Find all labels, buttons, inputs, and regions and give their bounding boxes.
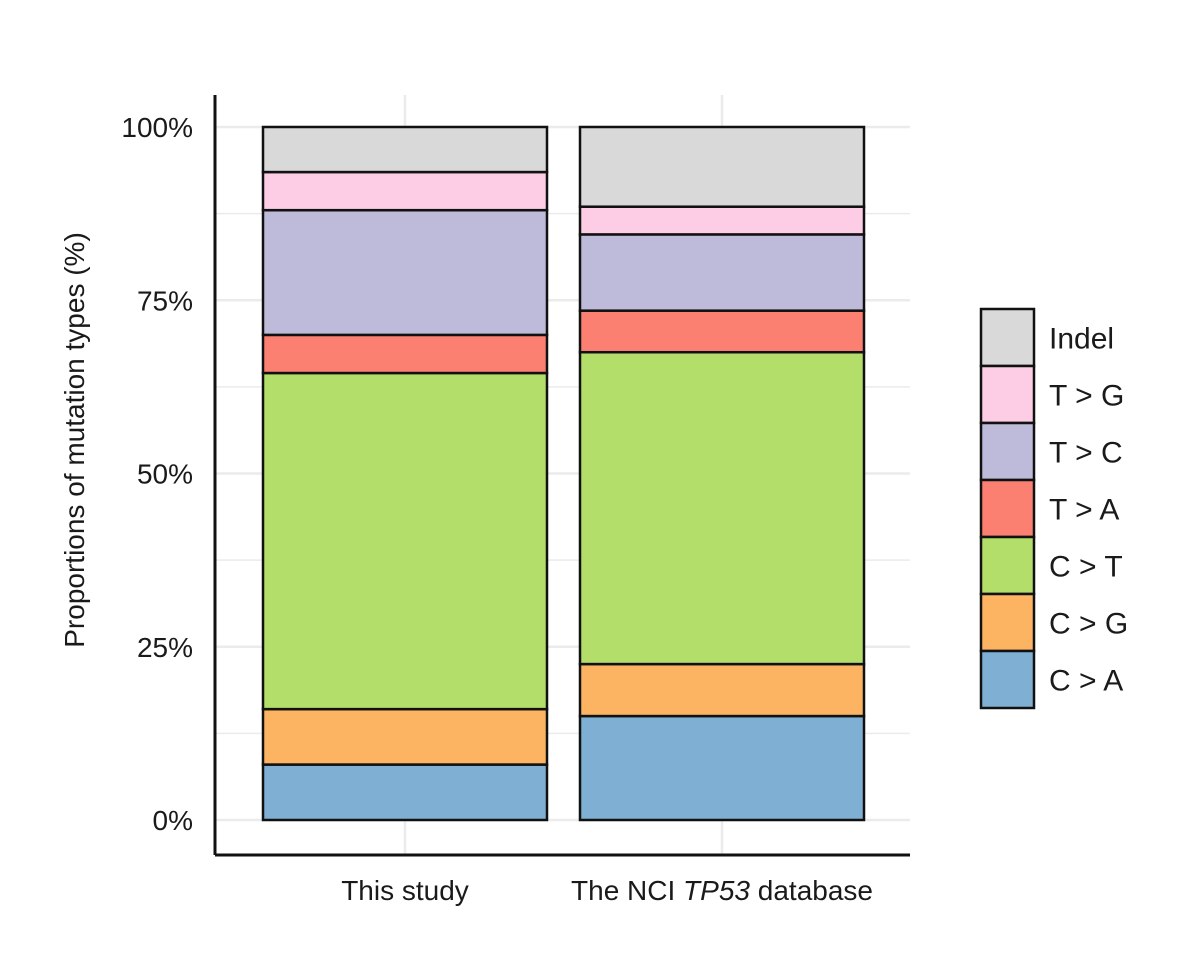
bar-segment-tg-0 (261, 170, 549, 212)
bar-segment-cg-0 (261, 707, 549, 766)
bar-segment-tg-1 (578, 205, 866, 236)
bar-segment-tc-1 (578, 233, 866, 312)
y-tick-labels: 0% 25% 50% 75% 100% (121, 112, 193, 836)
legend-label: C > A (1049, 665, 1123, 698)
legend-key (979, 364, 1036, 425)
y-tick-label: 100% (121, 112, 193, 143)
x-category-label: This study (341, 875, 469, 906)
legend-label: T > C (1049, 437, 1123, 470)
legend-key (979, 421, 1036, 482)
legend-key (979, 592, 1036, 653)
legend-label: C > T (1049, 551, 1123, 584)
legend-key (979, 649, 1036, 710)
legend-label: T > G (1049, 380, 1124, 413)
legend-label: Indel (1049, 323, 1114, 356)
x-category-label: The NCI TP53 database (571, 875, 873, 906)
bar-segment-tc-0 (261, 208, 549, 337)
bar-segment-indel-1 (578, 125, 866, 208)
axis-layer (213, 95, 910, 857)
bar-segment-ct-0 (261, 371, 549, 711)
bar-segment-ta-0 (261, 333, 549, 375)
legend-label: C > G (1049, 608, 1128, 641)
bar-segment-indel-0 (261, 125, 549, 174)
y-tick-label: 75% (137, 285, 193, 316)
bar-segment-ca-1 (578, 714, 866, 822)
x-category-labels: This study The NCI TP53 database (341, 875, 873, 906)
y-tick-label: 0% (153, 805, 193, 836)
legend-label: T > A (1049, 494, 1119, 527)
legend-key (979, 535, 1036, 596)
legend-key (979, 307, 1036, 368)
y-tick-label: 50% (137, 459, 193, 490)
bar-segment-ct-1 (578, 350, 866, 666)
legend: Indel T > G T > C T > A C > T C > G C > A (979, 307, 1128, 710)
bar-segment-ca-0 (261, 763, 549, 822)
bar-segment-cg-1 (578, 662, 866, 718)
bars-layer (261, 125, 866, 822)
y-axis-title: Proportions of mutation types (%) (59, 232, 90, 648)
bar-segment-ta-1 (578, 309, 866, 354)
y-tick-label: 25% (137, 632, 193, 663)
legend-key (979, 478, 1036, 539)
